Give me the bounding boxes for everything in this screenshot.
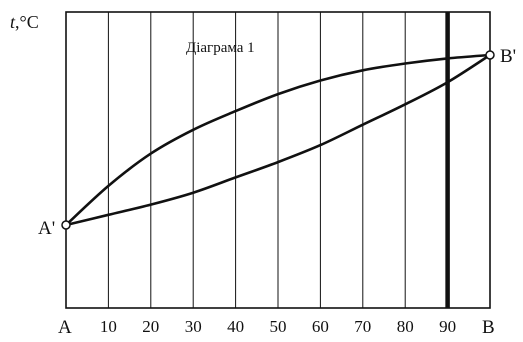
x-tick-label: 50 bbox=[270, 317, 287, 336]
x-tick-label: 60 bbox=[312, 317, 329, 336]
y-axis-unit: ,°C bbox=[15, 12, 39, 32]
diagram-title: Діаграма 1 bbox=[186, 40, 255, 56]
x-tick-label: 80 bbox=[397, 317, 414, 336]
x-tick-label: 40 bbox=[227, 317, 244, 336]
upper-curve bbox=[64, 53, 492, 227]
x-tick-label: 70 bbox=[354, 317, 371, 336]
curves bbox=[64, 53, 492, 227]
left-bottom-label: A bbox=[58, 317, 72, 338]
x-tick-labels: 10 20 30 40 50 60 70 80 90 bbox=[100, 317, 456, 336]
point-a-marker bbox=[61, 220, 71, 230]
right-point-label: B' bbox=[500, 46, 516, 67]
point-b-marker bbox=[485, 50, 495, 60]
lower-curve bbox=[64, 53, 492, 227]
x-tick-label: 20 bbox=[142, 317, 159, 336]
grid-lines bbox=[107, 12, 450, 308]
y-axis-label: t,°C bbox=[10, 12, 39, 32]
x-tick-label: 10 bbox=[100, 317, 117, 336]
y-axis-symbol: t bbox=[10, 12, 16, 32]
right-bottom-label: B bbox=[482, 317, 495, 338]
x-tick-label: 30 bbox=[185, 317, 202, 336]
x-tick-label: 90 bbox=[439, 317, 456, 336]
left-point-label: A' bbox=[38, 218, 55, 239]
